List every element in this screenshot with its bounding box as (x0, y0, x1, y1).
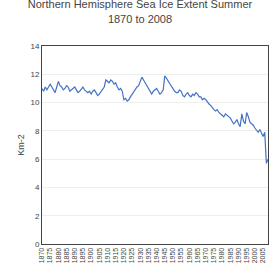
svg-text:0: 0 (35, 240, 40, 249)
svg-text:1985: 1985 (227, 248, 234, 264)
svg-text:12: 12 (30, 70, 39, 79)
svg-text:1870: 1870 (38, 248, 45, 264)
svg-text:1920: 1920 (120, 248, 127, 264)
svg-text:1900: 1900 (87, 248, 94, 264)
svg-text:1960: 1960 (186, 248, 193, 264)
svg-text:1875: 1875 (46, 248, 53, 264)
svg-text:1885: 1885 (63, 248, 70, 264)
svg-text:Northern Hemisphere Sea Ice Ex: Northern Hemisphere Sea Ice Extent Summe… (28, 0, 253, 25)
svg-text:2000: 2000 (251, 248, 258, 264)
svg-text:1970: 1970 (202, 248, 209, 264)
svg-text:1965: 1965 (194, 248, 201, 264)
svg-text:1905: 1905 (96, 248, 103, 264)
svg-text:1925: 1925 (128, 248, 135, 264)
svg-text:14: 14 (30, 42, 39, 51)
svg-text:2005: 2005 (259, 248, 266, 264)
svg-text:1915: 1915 (112, 248, 119, 264)
svg-text:4: 4 (35, 183, 40, 192)
svg-text:1995: 1995 (243, 248, 250, 264)
svg-text:1975: 1975 (210, 248, 217, 264)
svg-text:1955: 1955 (177, 248, 184, 264)
svg-text:6: 6 (35, 155, 40, 164)
svg-text:2: 2 (35, 212, 40, 221)
svg-text:1930: 1930 (137, 248, 144, 264)
svg-text:1945: 1945 (161, 248, 168, 264)
svg-text:8: 8 (35, 127, 40, 136)
svg-text:1910: 1910 (104, 248, 111, 264)
svg-text:Km-2: Km-2 (16, 134, 26, 156)
svg-text:1890: 1890 (71, 248, 78, 264)
svg-text:10: 10 (30, 98, 39, 107)
svg-text:1895: 1895 (79, 248, 86, 264)
svg-text:1980: 1980 (218, 248, 225, 264)
svg-text:1940: 1940 (153, 248, 160, 264)
svg-text:1935: 1935 (145, 248, 152, 264)
svg-text:1880: 1880 (55, 248, 62, 264)
svg-text:1990: 1990 (235, 248, 242, 264)
svg-text:1950: 1950 (169, 248, 176, 264)
